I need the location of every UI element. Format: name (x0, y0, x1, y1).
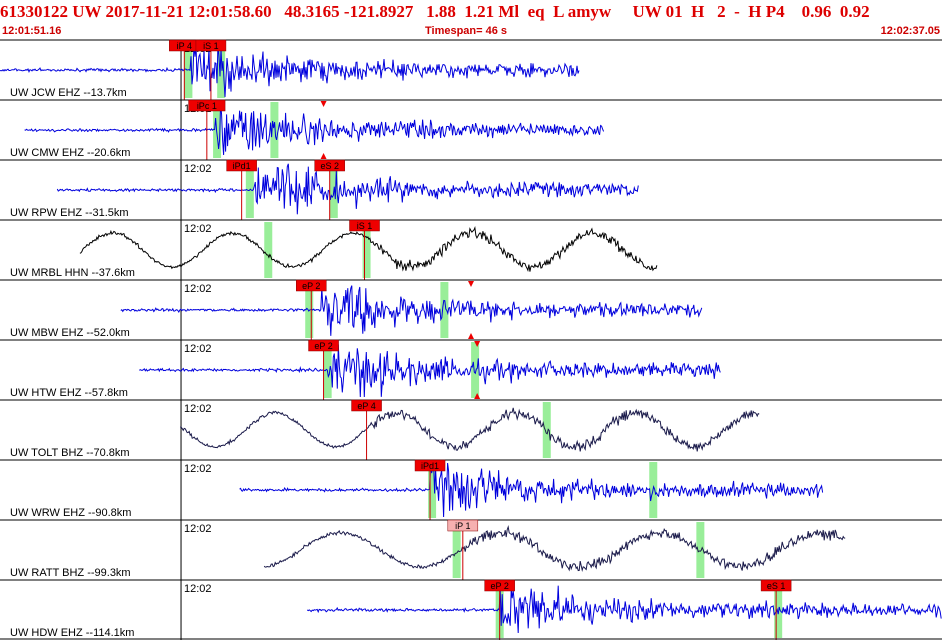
analysis-window (452, 522, 461, 578)
station-label: UW MRBL HHN --37.6km (10, 267, 135, 279)
analysis-window (362, 222, 371, 278)
pick-marker-top[interactable] (320, 101, 327, 107)
analysis-window (440, 282, 449, 338)
station-label: UW JCW EHZ --13.7km (10, 87, 127, 99)
pick-flag[interactable] (447, 519, 479, 532)
pick-label: eP 2 (490, 581, 508, 591)
waveform-trace (0, 42, 580, 98)
pick-label: eS 1 (767, 581, 786, 591)
trace-panel[interactable]: 12:02 eP 2 eS 1 UW HDW EHZ --114.1km (0, 579, 942, 640)
waveform-trace (239, 462, 824, 518)
trace-panel[interactable]: 12:02 iS 1 UW MRBL HHN --37.6km (0, 219, 942, 280)
station-label: UW HDW EHZ --114.1km (10, 627, 134, 639)
pick-label: eP 2 (302, 281, 320, 291)
pick-label: iP 1 (455, 521, 470, 531)
station-label: UW TOLT BHZ --70.8km (10, 447, 130, 459)
waveform-trace (263, 524, 846, 573)
pick-flag[interactable] (760, 579, 792, 592)
pick-label: iS 1 (357, 221, 373, 231)
trace-panel[interactable]: 12:02 iP 1 UW RATT BHZ --99.3km (0, 519, 942, 580)
station-label: UW RPW EHZ --31.5km (10, 207, 129, 219)
pick-label: iPd1 (421, 461, 439, 471)
trace-panel[interactable]: 12:02 iPd1 eS 2 UW RPW EHZ --31.5km (0, 159, 942, 220)
pick-marker-bottom[interactable] (474, 393, 481, 399)
pick-marker-top[interactable] (468, 281, 474, 287)
pick-flag[interactable] (484, 579, 515, 592)
waveform-trace (79, 225, 658, 273)
pick-marker-top[interactable] (474, 341, 481, 347)
trace-panel[interactable]: 12:02 iPd1 UW WRW EHZ --90.8km (0, 459, 942, 520)
trace-panel[interactable]: 12:02 eP 2 UW MBW EHZ --52.0km (0, 279, 942, 340)
pick-label: eS 2 (320, 161, 339, 171)
minute-tick-label: 12:02 (184, 223, 212, 235)
minute-tick-label: 12:02 (184, 283, 212, 295)
analysis-window (428, 462, 437, 518)
station-label: UW CMW EHZ --20.6km (10, 147, 130, 159)
minute-tick-label: 12:02 (184, 463, 212, 475)
trace-panel[interactable]: 12:02iPc 1UW CMW EHZ --20.6km (0, 99, 942, 160)
analysis-window (471, 342, 480, 398)
window-end-time: 12:02:37.05 (880, 25, 940, 37)
event-header: 61330122 UW 2017-11-21 12:01:58.60 48.31… (0, 0, 942, 40)
pick-flag[interactable] (308, 339, 339, 352)
pick-flag[interactable] (296, 279, 327, 292)
trace-panel[interactable]: 12:02 eP 4 UW TOLT BHZ --70.8km (0, 399, 942, 460)
analysis-window (213, 102, 222, 158)
waveform-trace (306, 585, 942, 634)
pick-marker-bottom[interactable] (320, 153, 327, 159)
pick-flag[interactable] (226, 159, 257, 172)
pick-flag[interactable] (314, 159, 345, 172)
pick-label: eP 4 (357, 401, 375, 411)
trace-panel[interactable]: 12:02 eP 2 UW HTW EHZ --57.8km (0, 339, 942, 400)
pick-label: iS 1 (203, 41, 219, 51)
pick-marker-bottom[interactable] (468, 333, 474, 339)
pick-label: iP 4 (177, 41, 192, 51)
station-label: UW MBW EHZ --52.0km (10, 327, 130, 339)
analysis-window (542, 402, 551, 458)
waveform-trace (120, 285, 703, 336)
station-label: UW RATT BHZ --99.3km (10, 567, 131, 579)
analysis-window (696, 522, 705, 578)
timespan-label: Timespan= 46 s (425, 25, 508, 37)
waveform-trace (180, 407, 760, 452)
minute-tick-label: 12:02 (184, 403, 212, 415)
waveform-trace (24, 102, 605, 156)
minute-tick-label: 12:02 (184, 523, 212, 535)
analysis-window (217, 42, 226, 98)
station-label: UW WRW EHZ --90.8km (10, 507, 131, 519)
station-label: UW HTW EHZ --57.8km (10, 387, 128, 399)
minute-tick-label: 12:02 (184, 343, 212, 355)
minute-tick-label: 12:02 (184, 163, 212, 175)
event-summary-title: 61330122 UW 2017-11-21 12:01:58.60 48.31… (0, 2, 870, 21)
pick-flag[interactable] (188, 99, 226, 112)
pick-label: iPd1 (233, 161, 251, 171)
pick-label: iPc 1 (197, 101, 217, 111)
window-start-time: 12:01:51.16 (2, 25, 62, 37)
analysis-window (270, 102, 279, 158)
pick-label: eP 2 (314, 341, 332, 351)
waveform-trace (56, 163, 639, 215)
analysis-window (774, 582, 783, 638)
waveform-trace (139, 344, 721, 398)
minute-tick-label: 12:02 (184, 583, 212, 595)
pick-flag[interactable] (195, 39, 227, 52)
pick-flag[interactable] (351, 399, 382, 412)
pick-flag[interactable] (414, 459, 446, 472)
pick-flag[interactable] (349, 219, 380, 232)
analysis-window (264, 222, 273, 278)
